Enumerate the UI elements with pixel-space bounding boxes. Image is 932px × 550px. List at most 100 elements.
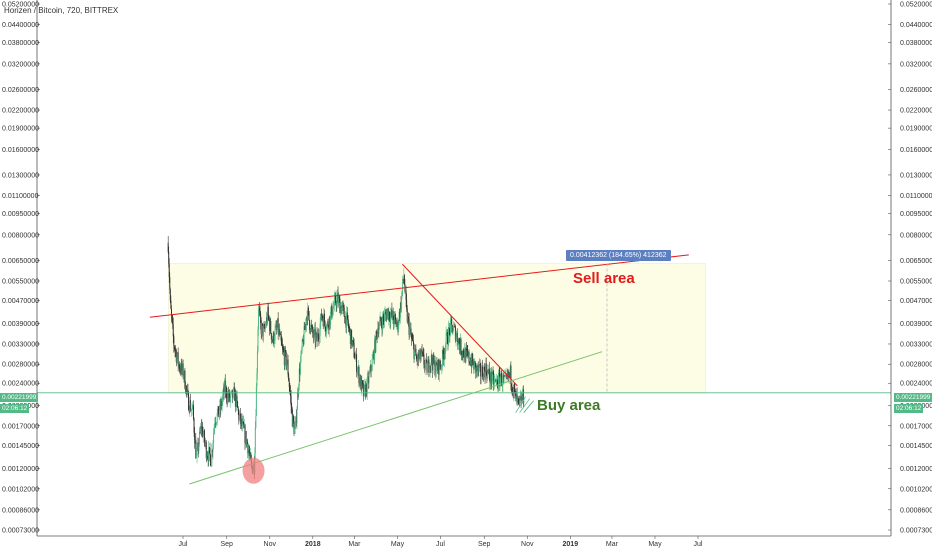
candle-body [372, 356, 374, 360]
candle-body [479, 364, 481, 366]
y-tick-label-left: 0.02600000 [2, 87, 39, 94]
y-tick-label-right: 0.00145000 [900, 443, 932, 450]
candle-body [366, 377, 368, 394]
candle-body [335, 295, 337, 304]
sell-area-label: Sell area [573, 270, 635, 287]
candle-body [459, 338, 461, 351]
candle-body [215, 423, 217, 425]
candle-layer [167, 236, 525, 480]
candle-body [307, 307, 309, 320]
candle-body [273, 332, 275, 344]
candle-body [299, 360, 301, 375]
candle-body [168, 263, 170, 278]
x-tick-label: Nov [264, 541, 277, 548]
candle-body [362, 384, 364, 386]
candle-body [330, 305, 332, 313]
candle-body [504, 375, 506, 377]
candle-body [257, 329, 259, 352]
candle-body [283, 352, 285, 365]
candle-body [325, 328, 327, 332]
x-tick-label: Nov [521, 541, 534, 548]
y-tick-label-left: 0.00120000 [2, 466, 39, 473]
candle-body [352, 340, 354, 341]
candle-body [250, 453, 252, 460]
candle-body [489, 377, 491, 383]
candle-body [512, 391, 514, 393]
candle-body [492, 372, 494, 374]
candle-body [520, 396, 522, 404]
candle-body [269, 319, 271, 331]
candle-body [437, 365, 439, 371]
drawing-layer[interactable] [37, 254, 891, 485]
candle-body [174, 349, 176, 351]
candle-body [168, 251, 170, 264]
candle-body [359, 377, 361, 384]
candle-body [193, 418, 195, 433]
candle-body [292, 415, 294, 427]
candle-body [471, 354, 473, 367]
candle-body [520, 396, 522, 399]
candle-body [183, 376, 185, 377]
y-tick-label-right: 0.00086000 [900, 507, 932, 514]
candle-body [411, 338, 413, 340]
candle-body [304, 325, 306, 330]
candle-body [278, 329, 280, 334]
candle-body [441, 350, 443, 367]
candle-body [361, 380, 363, 392]
candle-body [470, 360, 472, 365]
candle-body [396, 325, 398, 327]
candle-body [518, 398, 520, 400]
chart-title: Horizen / Bitcoin, 720, BITTREX [4, 6, 119, 15]
candle-body [494, 380, 496, 381]
x-tick-label: Mar [606, 541, 619, 548]
candle-body [304, 324, 306, 330]
candle-body [453, 325, 455, 327]
candle-body [379, 320, 381, 328]
candle-body [407, 316, 409, 320]
candle-body [312, 327, 314, 334]
candle-body [348, 323, 350, 329]
candle-body [461, 353, 463, 355]
candle-body [295, 416, 297, 428]
candle-body [402, 279, 404, 291]
candle-body [248, 449, 250, 453]
candle-body [333, 297, 335, 306]
candle-body [243, 422, 245, 428]
candle-body [509, 372, 511, 375]
candle-body [458, 338, 460, 344]
candle-body [409, 328, 411, 335]
y-tick-label-left: 0.01900000 [2, 126, 39, 133]
candle-body [482, 376, 484, 380]
candle-body [239, 413, 241, 417]
candle-body [267, 306, 269, 316]
candle-body [433, 360, 435, 364]
candle-body [513, 384, 515, 390]
candle-body [518, 398, 520, 400]
candle-body [297, 393, 299, 410]
candle-body [191, 408, 193, 410]
candle-body [387, 308, 389, 312]
x-tick-label: Sep [478, 541, 491, 548]
candle-body [291, 409, 293, 427]
candle-body [205, 442, 207, 459]
candle-body [516, 394, 518, 402]
candle-body [224, 380, 226, 393]
candle-body [472, 354, 474, 364]
y-tick-label-left: 0.00170000 [2, 423, 39, 430]
candle-body [178, 363, 180, 365]
candle-body [445, 332, 447, 345]
candle-body [438, 360, 440, 376]
candle-body [358, 366, 360, 384]
candle-body [445, 344, 447, 354]
candle-body [273, 340, 275, 344]
candle-body [385, 312, 387, 315]
x-tick-label: Jul [179, 541, 188, 548]
candle-body [383, 318, 385, 322]
candle-body [302, 339, 304, 341]
candle-body [399, 311, 401, 318]
candle-body [178, 363, 180, 370]
candle-body [191, 409, 193, 410]
candle-body [449, 329, 451, 336]
candle-body [374, 339, 376, 361]
